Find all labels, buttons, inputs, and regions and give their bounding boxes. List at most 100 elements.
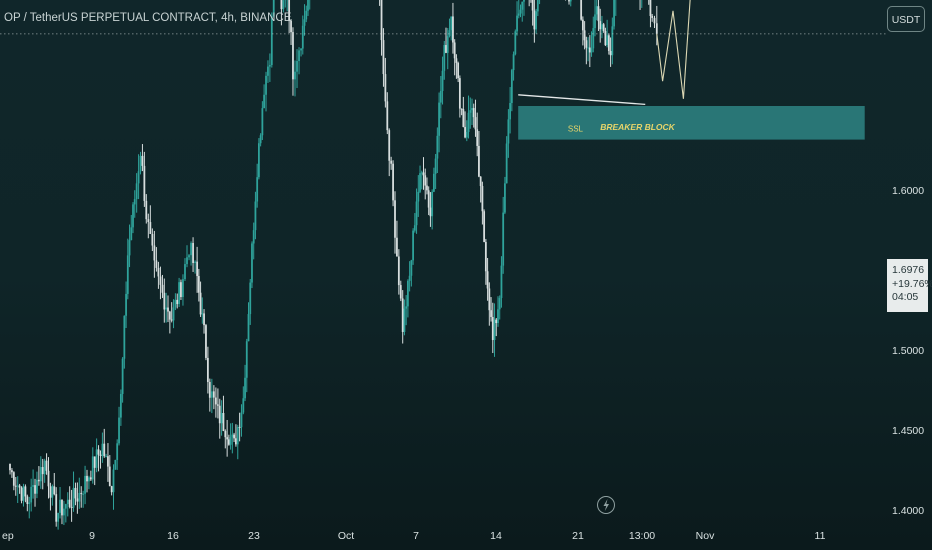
x-tick-label: Oct: [338, 530, 354, 542]
candle-body: [606, 35, 609, 46]
candle-body: [471, 108, 473, 111]
candle-body: [432, 173, 435, 192]
candle-body: [72, 487, 75, 508]
y-tick-label: 1.4500: [892, 425, 924, 437]
candle-body: [9, 463, 11, 471]
candle-body: [486, 271, 489, 289]
candle-body: [500, 265, 503, 299]
candle-body: [396, 237, 398, 257]
candle-body: [282, 0, 285, 10]
candle-body: [484, 241, 487, 272]
candle-body: [521, 1, 524, 10]
candle-body: [601, 24, 603, 30]
candle-body: [415, 201, 418, 226]
candle-body: [509, 103, 512, 120]
candle-body: [240, 412, 243, 428]
candle-body: [422, 172, 425, 176]
candle-body: [292, 32, 294, 80]
candle-body: [45, 460, 48, 471]
candle-body: [151, 233, 154, 246]
candle-body: [170, 319, 173, 321]
candle-body: [203, 313, 205, 326]
x-tick-label: 9: [89, 530, 95, 542]
candle-body: [217, 404, 219, 406]
candle-body: [597, 6, 600, 22]
candle-body: [523, 0, 525, 2]
candle-body: [434, 158, 437, 174]
candle-body: [34, 485, 36, 494]
candle-body: [222, 412, 225, 432]
candle-body: [462, 109, 465, 127]
candle-body: [535, 11, 538, 30]
candle-body: [265, 75, 267, 95]
candle-body: [599, 21, 602, 30]
candle-body: [649, 0, 652, 16]
candle-body: [70, 506, 73, 508]
y-tick-label: 1.4000: [892, 505, 924, 517]
candle-body: [212, 391, 215, 398]
currency-button[interactable]: USDT: [887, 6, 925, 32]
candle-body: [259, 135, 262, 144]
candle-body: [242, 398, 245, 413]
candle-body: [86, 475, 88, 482]
candle-body: [80, 492, 83, 494]
candle-body: [495, 319, 498, 324]
candle-body: [419, 173, 421, 192]
candle-body: [405, 306, 408, 309]
candle-body: [445, 45, 447, 53]
candle-body: [507, 119, 510, 144]
candle-body: [450, 16, 453, 31]
candle-body: [161, 284, 164, 293]
x-tick-label: 13:00: [629, 530, 655, 542]
candle-body: [307, 0, 309, 11]
candle-body: [497, 309, 499, 324]
candle-body: [247, 314, 250, 342]
candle-body: [233, 434, 235, 439]
candle-body: [258, 143, 260, 178]
candle-body: [380, 0, 383, 41]
candle-body: [118, 417, 120, 444]
candle-body: [651, 15, 654, 18]
candle-body: [472, 108, 475, 118]
candle-body: [16, 485, 19, 487]
ssl-label: SSL: [568, 125, 584, 134]
candle-body: [290, 20, 292, 33]
breaker-block-zone: [518, 106, 865, 140]
candle-body: [420, 172, 423, 174]
candle-body: [147, 219, 150, 223]
candle-body: [84, 475, 86, 494]
candle-body: [585, 40, 588, 48]
candle-body: [190, 243, 192, 256]
candle-body: [167, 307, 169, 312]
candle-body: [145, 200, 148, 220]
candle-body: [245, 341, 248, 378]
candle-body: [76, 498, 79, 502]
candle-body: [101, 443, 104, 456]
candle-body: [178, 282, 180, 305]
candle-body: [224, 431, 227, 438]
candle-body: [457, 62, 460, 79]
candle-body: [206, 357, 209, 382]
candle-body: [569, 0, 572, 2]
candle-body: [390, 160, 393, 164]
candle-body: [30, 486, 33, 503]
candle-body: [121, 358, 124, 394]
candle-body: [57, 512, 60, 522]
candle-body: [108, 466, 111, 487]
x-tick-label: ep: [2, 530, 14, 542]
candle-body: [607, 35, 610, 51]
candle-body: [464, 126, 466, 138]
candle-body: [394, 200, 396, 238]
candle-body: [268, 65, 271, 67]
x-tick-label: 21: [572, 530, 584, 542]
candle-body: [426, 185, 428, 191]
candle-body: [47, 470, 50, 487]
candle-body: [408, 275, 411, 281]
candle-body: [498, 298, 501, 310]
candle-body: [533, 10, 536, 30]
candle-body: [536, 0, 539, 12]
candle-body: [227, 439, 230, 445]
candle-body: [417, 191, 420, 202]
candle-body: [267, 66, 269, 76]
